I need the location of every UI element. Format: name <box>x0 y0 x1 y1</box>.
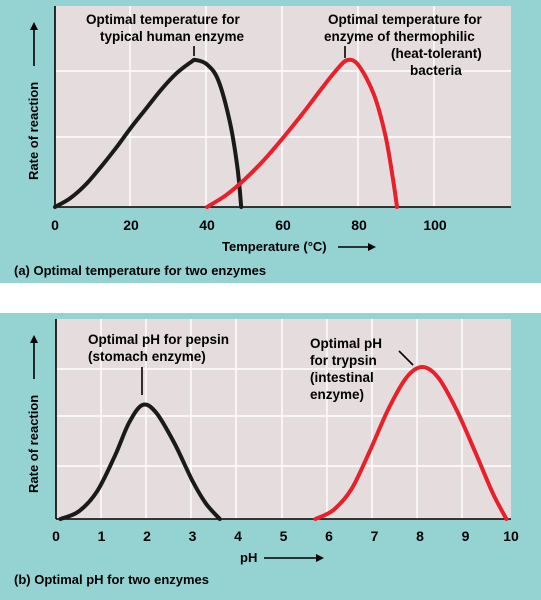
x-axis-label: Temperature (°C) <box>222 239 327 254</box>
x-axis-label: pH <box>240 550 257 565</box>
x-tick-label: 100 <box>423 217 447 233</box>
panel-ph: 0 1 2 3 4 5 6 7 8 9 10 Rate of reaction pH Optimal… <box>0 313 541 600</box>
caption-a: (a) Optimal temperature for two enzymes <box>14 263 266 278</box>
panel-temperature: 0 20 40 60 80 100 Rate of reaction Temperatur… <box>0 0 541 283</box>
x-tick-label: 40 <box>199 217 215 233</box>
series-0-curve <box>53 57 244 209</box>
y-axis-label-group: Rate of reaction <box>26 22 41 180</box>
y-axis-label: Rate of reaction <box>26 395 41 493</box>
x-tick-label: 3 <box>189 528 197 544</box>
x-tick-label: 5 <box>280 528 288 544</box>
x-tick-label: 1 <box>98 528 106 544</box>
y-axis-arrowhead <box>30 335 38 343</box>
ph-chart: 0 1 2 3 4 5 6 7 8 9 10 Rate of reaction pH Optimal… <box>14 319 519 587</box>
plot-area <box>55 6 511 207</box>
x-axis-arrowhead <box>316 554 324 562</box>
x-tick-label: 10 <box>503 528 519 544</box>
x-tick-label: 0 <box>51 217 59 233</box>
x-tick-label: 20 <box>123 217 139 233</box>
x-tick-label: 60 <box>275 217 291 233</box>
annotation-human-enzyme: Optimal temperature for typical human en… <box>86 12 245 44</box>
series-1-curve <box>313 365 509 521</box>
y-axis-label-group: Rate of reaction <box>26 335 41 493</box>
x-tick-label: 6 <box>325 528 333 544</box>
x-tick-label: 9 <box>462 528 470 544</box>
annotation-thermophilic-enzyme: Optimal temperature for enzyme of thermo… <box>324 12 486 78</box>
x-tick-label: 4 <box>234 528 242 544</box>
series-0-curve <box>58 402 222 521</box>
x-tick-label: 8 <box>416 528 424 544</box>
x-tick-label: 0 <box>52 528 60 544</box>
annotation-pepsin: Optimal pH for pepsin (stomach enzyme) <box>88 332 233 364</box>
y-axis-arrowhead <box>30 22 38 30</box>
series-1-curve <box>205 57 399 209</box>
x-tick-label: 80 <box>351 217 367 233</box>
x-tick-label: 7 <box>371 528 379 544</box>
caption-b: (b) Optimal pH for two enzymes <box>14 572 209 587</box>
x-axis-arrowhead <box>368 243 376 251</box>
y-axis-label: Rate of reaction <box>26 82 41 180</box>
leader-trypsin <box>398 350 414 366</box>
temperature-chart: 0 20 40 60 80 100 Rate of reaction Temperatur… <box>14 6 511 278</box>
annotation-trypsin: Optimal pH for trypsin (intestinal enzym… <box>310 336 386 402</box>
x-tick-label: 2 <box>143 528 151 544</box>
